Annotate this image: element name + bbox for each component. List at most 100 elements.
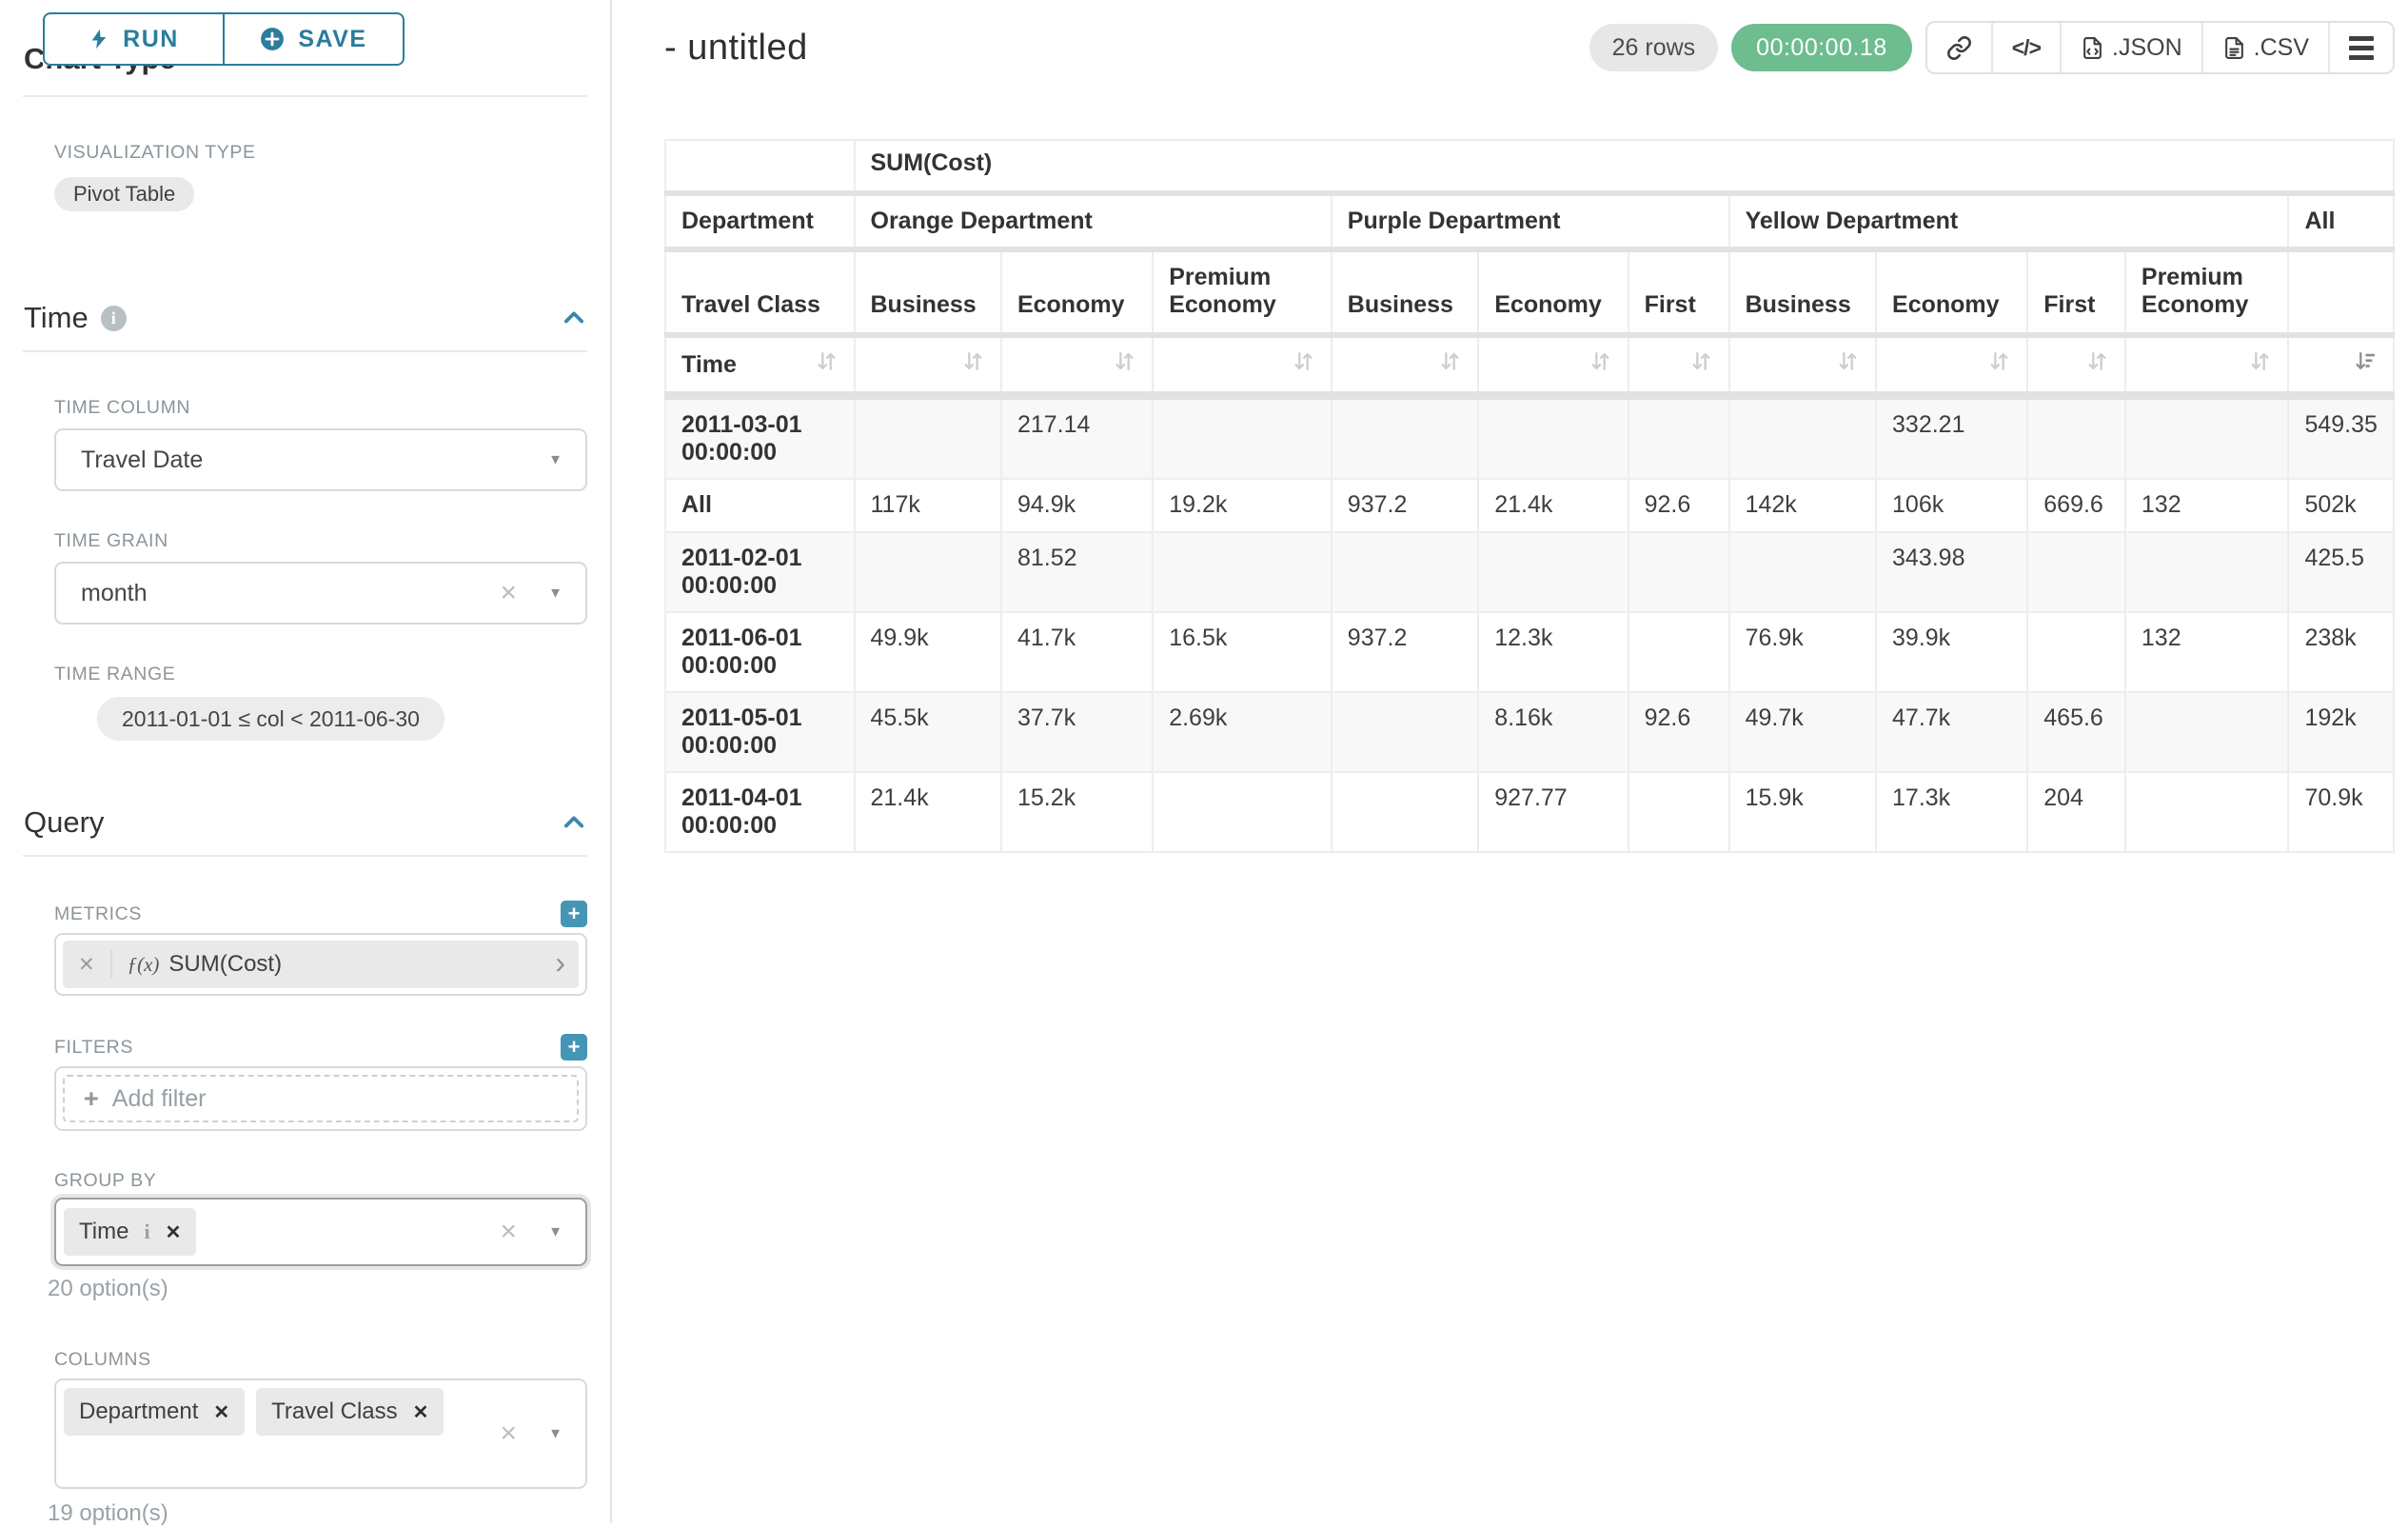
- sort-icon[interactable]: [815, 349, 839, 380]
- add-metric-button[interactable]: +: [561, 901, 587, 927]
- sort-icon[interactable]: [1113, 349, 1136, 380]
- table-row: 2011-04-01 00:00:00 21.4k 15.2k 927.77 15.9k…: [664, 771, 2395, 853]
- sort-icon[interactable]: [961, 349, 985, 380]
- chevron-right-icon[interactable]: ›: [555, 945, 565, 980]
- column-header-cell: First: [1627, 248, 1730, 338]
- sort-toggle-cell[interactable]: [1477, 334, 1629, 400]
- value-cell: 49.9k: [853, 611, 1002, 693]
- chart-header: - untitled 26 rows 00:00:00.18 </> .JSON: [664, 19, 2395, 76]
- value-cell: [1727, 394, 1878, 480]
- clear-icon[interactable]: ×: [500, 577, 517, 608]
- sort-toggle-cell[interactable]: [2287, 334, 2395, 400]
- value-cell: 15.2k: [999, 771, 1155, 853]
- time-column-select[interactable]: Travel Date ▼: [54, 428, 587, 491]
- sort-toggle-cell[interactable]: [2123, 334, 2290, 400]
- group-by-chip-area: Time i ✕: [64, 1208, 197, 1256]
- view-query-button[interactable]: </>: [1990, 23, 2061, 72]
- sort-icon[interactable]: [1438, 349, 1462, 380]
- group-by-select[interactable]: Time i ✕ × ▼: [54, 1198, 587, 1266]
- filters-label: FILTERS: [54, 1037, 133, 1058]
- columns-select[interactable]: Department ✕ Travel Class ✕ × ▼: [54, 1378, 587, 1489]
- sort-icon[interactable]: [1589, 349, 1612, 380]
- clear-icon[interactable]: ×: [500, 1418, 517, 1449]
- visualization-type-pill[interactable]: Pivot Table: [54, 177, 195, 211]
- column-group-header-cell: All: [2287, 192, 2395, 252]
- remove-metric-icon[interactable]: ✕: [63, 950, 112, 979]
- info-icon[interactable]: i: [100, 305, 127, 331]
- chart-header-actions: 26 rows 00:00:00.18 </> .JSON .: [1589, 21, 2395, 74]
- selected-option-chip[interactable]: Department ✕: [64, 1388, 246, 1436]
- chart-title[interactable]: - untitled: [664, 27, 808, 68]
- export-csv-label: .CSV: [2253, 33, 2309, 61]
- column-header-cell: Business: [853, 248, 1002, 338]
- sort-icon[interactable]: [2085, 349, 2109, 380]
- function-icon: ƒ(x): [127, 952, 160, 976]
- value-cell: 15.9k: [1727, 771, 1878, 853]
- value-cell: [2026, 394, 2126, 480]
- column-header-cell: Premium Economy: [2123, 248, 2290, 338]
- value-cell: [2123, 771, 2290, 853]
- sort-row-label: Time: [681, 350, 737, 378]
- time-section-header: Time i: [24, 299, 587, 337]
- remove-chip-icon[interactable]: ✕: [165, 1221, 182, 1243]
- file-csv-icon: [2224, 36, 2243, 59]
- metric-chip[interactable]: ✕ ƒ(x) SUM(Cost) ›: [63, 941, 579, 988]
- export-button-group: </> .JSON .CSV: [1924, 21, 2395, 74]
- value-cell: [1627, 531, 1730, 613]
- save-button-label: SAVE: [298, 25, 367, 52]
- add-filter-plus-button[interactable]: +: [561, 1034, 587, 1061]
- value-cell: 425.5: [2287, 531, 2395, 613]
- sort-toggle-cell[interactable]: Time: [664, 334, 856, 400]
- query-timer-badge: 00:00:00.18: [1731, 24, 1912, 71]
- sort-toggle-cell[interactable]: [1627, 334, 1730, 400]
- sort-toggle-cell[interactable]: [1330, 334, 1480, 400]
- export-json-button[interactable]: .JSON: [2060, 23, 2201, 72]
- export-csv-button[interactable]: .CSV: [2201, 23, 2328, 72]
- time-section-title: Time: [24, 301, 89, 334]
- remove-chip-icon[interactable]: ✕: [213, 1401, 230, 1423]
- chevron-down-icon: ▼: [548, 585, 563, 602]
- add-filter-button[interactable]: + Add filter: [63, 1075, 579, 1122]
- selected-option-chip[interactable]: Time i ✕: [64, 1208, 197, 1256]
- sort-desc-active-icon[interactable]: [2354, 349, 2378, 380]
- column-header-cell: Economy: [1875, 248, 2029, 338]
- sort-toggle-cell[interactable]: [999, 334, 1155, 400]
- run-button-label: RUN: [123, 25, 179, 52]
- sort-icon[interactable]: [1689, 349, 1713, 380]
- value-cell: 192k: [2287, 691, 2395, 773]
- menu-button[interactable]: [2328, 23, 2393, 72]
- chart-panel: - untitled 26 rows 00:00:00.18 </> .JSON: [612, 0, 2408, 1523]
- sort-toggle-cell[interactable]: [1152, 334, 1332, 400]
- value-cell: 2.69k: [1152, 691, 1332, 773]
- sort-toggle-cell[interactable]: [853, 334, 1002, 400]
- time-column-label: TIME COLUMN: [54, 397, 191, 418]
- sort-icon[interactable]: [2248, 349, 2272, 380]
- value-cell: 70.9k: [2287, 771, 2395, 853]
- value-cell: 49.7k: [1727, 691, 1878, 773]
- value-cell: 132: [2123, 611, 2290, 693]
- time-range-pill[interactable]: 2011-01-01 ≤ col < 2011-06-30: [97, 697, 444, 741]
- sort-icon[interactable]: [1292, 349, 1315, 380]
- share-link-button[interactable]: [1926, 23, 1991, 72]
- run-button[interactable]: RUN: [43, 12, 224, 66]
- metrics-select[interactable]: ✕ ƒ(x) SUM(Cost) ›: [54, 933, 587, 996]
- selected-option-chip[interactable]: Travel Class ✕: [256, 1388, 444, 1436]
- sort-icon[interactable]: [1836, 349, 1860, 380]
- sort-toggle-cell[interactable]: [1727, 334, 1878, 400]
- value-cell: 21.4k: [853, 771, 1002, 853]
- remove-chip-icon[interactable]: ✕: [412, 1401, 429, 1423]
- save-button[interactable]: SAVE: [224, 12, 405, 66]
- chevron-up-icon[interactable]: [561, 305, 587, 331]
- time-grain-select[interactable]: month × ▼: [54, 562, 587, 625]
- column-header-cell: Economy: [1477, 248, 1629, 338]
- value-cell: 92.6: [1627, 478, 1730, 533]
- value-cell: 21.4k: [1477, 478, 1629, 533]
- clear-icon[interactable]: ×: [500, 1216, 517, 1247]
- value-cell: [1152, 394, 1332, 480]
- sort-toggle-cell[interactable]: [1875, 334, 2029, 400]
- sort-icon[interactable]: [1987, 349, 2011, 380]
- value-cell: [1627, 394, 1730, 480]
- value-cell: 549.35: [2287, 394, 2395, 480]
- sort-toggle-cell[interactable]: [2026, 334, 2126, 400]
- chevron-up-icon[interactable]: [561, 809, 587, 836]
